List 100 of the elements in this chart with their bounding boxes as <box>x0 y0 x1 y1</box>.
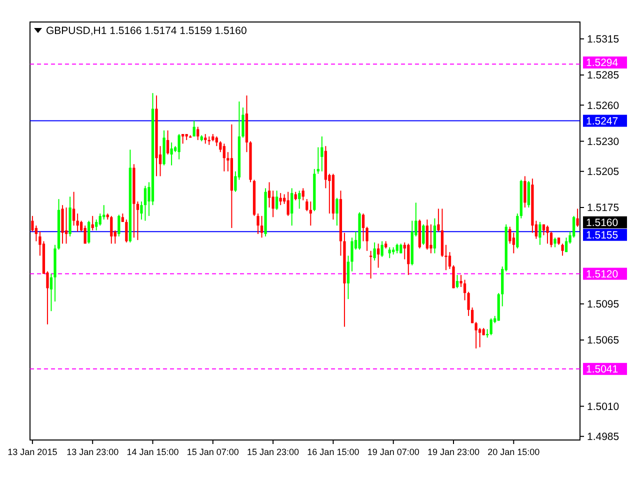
candlestick <box>275 190 278 210</box>
candlestick <box>215 136 218 147</box>
candlestick <box>306 198 308 212</box>
candlestick <box>546 225 549 244</box>
candlestick <box>110 215 113 244</box>
candlestick <box>448 252 452 270</box>
candlestick <box>34 225 38 242</box>
candlestick <box>433 218 436 254</box>
y-tick-label: 1.5095 <box>587 298 620 311</box>
candlestick <box>84 225 86 244</box>
candlestick <box>302 188 304 201</box>
ref-line-label: 1.5155 <box>586 230 618 242</box>
candlestick <box>192 120 196 137</box>
candlestick <box>474 321 478 349</box>
candlestick <box>576 208 579 228</box>
candlestick <box>98 213 102 226</box>
candlestick <box>380 240 384 258</box>
y-tick-label: 1.5205 <box>587 166 620 178</box>
x-tick-label: 13 Jan 2015 <box>8 447 58 457</box>
candlestick <box>320 136 324 172</box>
candlestick <box>422 224 425 246</box>
candlestick <box>564 237 568 253</box>
candlestick <box>50 273 53 312</box>
candlestick <box>350 237 354 272</box>
candlestick <box>452 264 455 289</box>
y-tick-label: 1.5175 <box>587 202 620 214</box>
candlestick <box>204 134 207 144</box>
y-tick-label: 1.5315 <box>587 34 620 46</box>
candlestick <box>196 126 200 141</box>
candlestick <box>538 221 542 246</box>
candlestick <box>88 220 90 244</box>
x-tick-label: 20 Jan 15:00 <box>488 447 540 457</box>
candlestick <box>144 185 147 222</box>
candlestick <box>222 143 226 172</box>
candlestick <box>400 243 402 254</box>
y-tick-label: 1.5230 <box>587 136 620 148</box>
candlestick <box>268 182 271 208</box>
candlestick <box>256 213 260 235</box>
ref-line-label: 1.5041 <box>586 364 618 376</box>
candlestick <box>170 142 173 166</box>
y-tick-label: 1.4985 <box>587 431 620 444</box>
ref-line-label: 1.5120 <box>586 268 618 280</box>
candlestick <box>444 244 448 271</box>
candlestick <box>336 197 338 226</box>
candlestick <box>512 232 515 254</box>
text: 1.5160 <box>586 217 618 230</box>
y-tick-label: 1.5260 <box>587 100 620 112</box>
candlestick <box>527 180 530 208</box>
candlestick <box>279 192 282 206</box>
x-tick-label: 19 Jan 07:00 <box>367 447 420 457</box>
candlestick <box>91 215 94 231</box>
candlestick <box>125 219 128 243</box>
candlestick <box>178 134 180 160</box>
candlestick <box>478 327 482 348</box>
candlestick <box>572 215 576 238</box>
candlestick <box>118 214 120 237</box>
x-tick-label: 14 Jan 15:00 <box>126 447 179 457</box>
candlestick <box>102 204 106 220</box>
candlestick <box>290 188 294 226</box>
candlestick <box>470 306 474 324</box>
candlestick <box>554 237 556 248</box>
candlestick <box>369 250 372 280</box>
candlestick <box>396 243 398 254</box>
candlestick <box>430 224 432 254</box>
candlestick <box>72 191 76 226</box>
candlestick <box>298 190 301 210</box>
candlestick <box>346 255 350 300</box>
y-tick-label: 1.5010 <box>587 400 620 413</box>
chart-title: GBPUSD,H1 1.5166 1.5174 1.5159 1.5160 <box>46 25 247 37</box>
candlestick <box>550 231 553 248</box>
candlestick <box>64 207 68 244</box>
x-tick-label: 15 Jan 23:00 <box>247 447 300 457</box>
candlestick <box>456 274 459 289</box>
y-tick-label: 1.5285 <box>587 70 620 82</box>
candlestick <box>426 219 428 250</box>
candlestick <box>166 130 170 156</box>
candlestick <box>403 242 406 260</box>
x-tick-label: 16 Jan 15:00 <box>307 447 360 457</box>
candlestick <box>460 274 462 288</box>
candlestick <box>524 176 526 208</box>
x-tick-label: 19 Jan 23:00 <box>427 447 480 457</box>
candlestick <box>508 226 512 244</box>
candlestick <box>95 219 98 231</box>
candlestick <box>242 107 244 138</box>
ref-line-label: 1.5294 <box>586 57 618 70</box>
candlestick <box>388 246 391 259</box>
candlestick <box>561 243 564 256</box>
candlestick <box>182 134 184 144</box>
y-tick-label: 1.5065 <box>587 334 620 347</box>
candlestick <box>373 242 376 262</box>
candlestick <box>309 200 312 226</box>
candlestick <box>376 243 380 268</box>
ref-line-label: 1.5247 <box>586 115 618 128</box>
x-tick-label: 15 Jan 07:00 <box>186 447 239 457</box>
candlestick <box>490 318 492 336</box>
candlestick <box>407 243 410 276</box>
candlestick <box>316 146 320 174</box>
x-tick-label: 13 Jan 23:00 <box>66 447 119 457</box>
candlestick <box>286 191 290 216</box>
candlestick <box>260 215 264 238</box>
